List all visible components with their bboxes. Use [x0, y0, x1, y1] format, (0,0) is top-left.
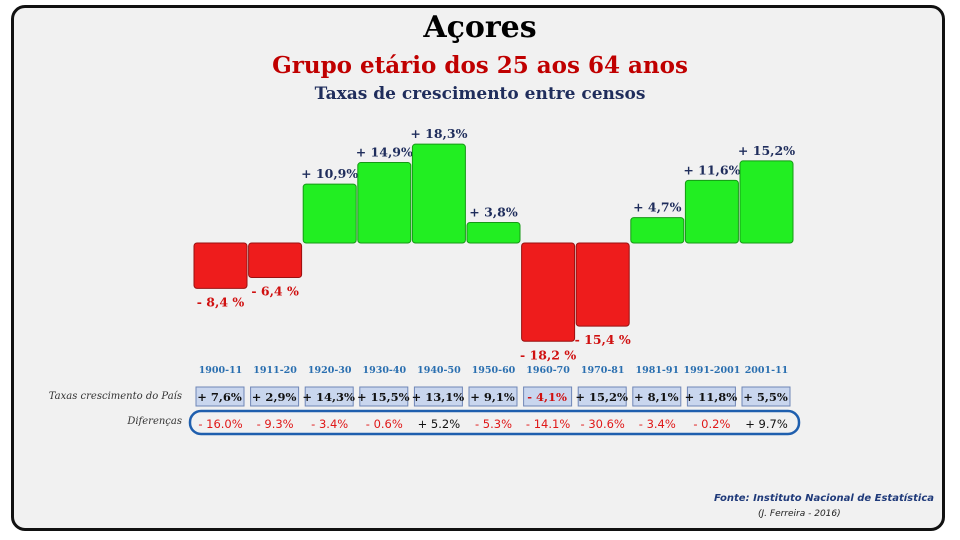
country-rate-label: + 15,2% [575, 390, 628, 404]
bar-value-label: + 18,3% [410, 126, 467, 141]
bar [411, 143, 466, 244]
country-rates-row-label: Taxas crescimento do País [48, 391, 182, 402]
country-rate-label: + 14,3% [302, 390, 355, 404]
country-rate-box [577, 386, 627, 407]
differences-outline [188, 409, 801, 436]
country-rate-box [686, 386, 736, 407]
bar [248, 242, 303, 279]
bar [684, 179, 739, 244]
category-label: 1960-70 [526, 365, 570, 376]
difference-label: - 9.3% [257, 417, 294, 431]
bar [739, 160, 794, 244]
category-label: 1991-2001 [683, 365, 740, 376]
country-rate-box [413, 386, 463, 407]
difference-label: - 3.4% [311, 417, 348, 431]
country-rate-label: + 8,1% [634, 390, 679, 404]
difference-label: - 0.2% [693, 417, 730, 431]
bar-value-label: + 10,9% [301, 166, 358, 181]
chart-title: Açores [423, 10, 537, 45]
difference-label: - 16.0% [198, 417, 242, 431]
bar [466, 221, 521, 244]
category-label: 2001-11 [745, 365, 789, 376]
bar [302, 183, 357, 244]
country-rate-label: + 5,5% [743, 390, 788, 404]
country-rate-box [195, 386, 245, 407]
bar [193, 242, 248, 289]
country-rate-box [523, 386, 573, 407]
bar-value-label: + 11,6% [683, 162, 740, 177]
difference-label: - 3.4% [639, 417, 676, 431]
country-rate-box [304, 386, 354, 407]
country-rate-label: + 11,8% [685, 390, 738, 404]
bar [521, 242, 576, 342]
bar-value-label: - 8,4 % [197, 294, 245, 309]
differences-row-label: Diferenças [127, 416, 182, 427]
difference-label: - 30.6% [581, 417, 625, 431]
difference-label: - 14.1% [526, 417, 570, 431]
author-note: (J. Ferreira - 2016) [758, 509, 841, 519]
country-rate-label: - 4,1% [527, 390, 567, 404]
country-rate-box [359, 386, 409, 407]
bar-value-label: - 6,4 % [251, 284, 299, 299]
chart-subtitle: Grupo etário dos 25 aos 64 anos [272, 52, 688, 79]
category-label: 1950-60 [472, 365, 516, 376]
bar [630, 217, 685, 244]
bar-value-label: - 18,2 % [520, 347, 576, 362]
category-label: 1981-91 [635, 365, 679, 376]
category-label: 1920-30 [308, 365, 352, 376]
bar [357, 162, 412, 244]
category-label: 1940-50 [417, 365, 461, 376]
bar-value-label: + 3,8% [469, 204, 518, 219]
country-rate-box [468, 386, 518, 407]
source-note: Fonte: Instituto Nacional de Estatística [713, 493, 934, 504]
bar-value-label: + 15,2% [738, 143, 795, 158]
chart-subtitle-2: Taxas de crescimento entre censos [314, 84, 646, 104]
country-rate-box [632, 386, 682, 407]
category-label: 1911-20 [253, 365, 297, 376]
bar [575, 242, 630, 327]
country-rate-label: + 2,9% [252, 390, 297, 404]
difference-label: + 5.2% [418, 417, 461, 431]
chart-frame [11, 5, 945, 531]
bar-value-label: + 4,7% [633, 200, 682, 215]
category-label: 1970-81 [581, 365, 625, 376]
difference-label: - 5.3% [475, 417, 512, 431]
category-label: 1930-40 [362, 365, 406, 376]
country-rate-box [741, 386, 791, 407]
bar-value-label: - 15,4 % [575, 332, 631, 347]
bar-value-label: + 14,9% [356, 145, 413, 160]
country-rate-label: + 9,1% [470, 390, 515, 404]
country-rate-box [250, 386, 300, 407]
difference-label: - 0.6% [366, 417, 403, 431]
country-rate-label: + 7,6% [197, 390, 242, 404]
difference-label: + 9.7% [745, 417, 788, 431]
category-label: 1900-11 [199, 365, 243, 376]
country-rate-label: + 15,5% [357, 390, 410, 404]
country-rate-label: + 13,1% [412, 390, 465, 404]
